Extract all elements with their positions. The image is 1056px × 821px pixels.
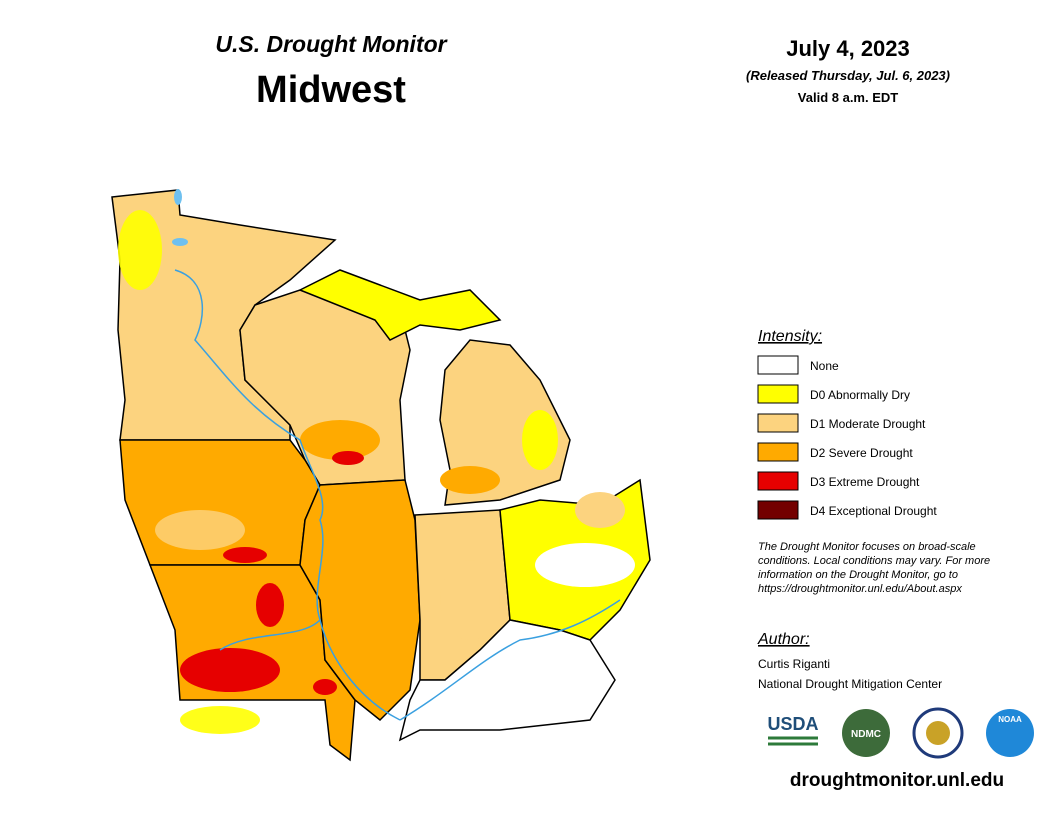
d2-area: [300, 420, 380, 460]
valid: Valid 8 a.m. EDT: [798, 90, 898, 105]
d3-area: [223, 547, 267, 563]
legend-heading: Intensity:: [758, 328, 822, 345]
noaa-text: NOAA: [998, 715, 1022, 724]
legend-label: D0 Abnormally Dry: [810, 388, 910, 402]
legend-label: None: [810, 359, 839, 373]
author-heading: Author:: [757, 631, 810, 648]
date: July 4, 2023: [786, 36, 910, 61]
d2-area: [440, 466, 500, 494]
d3-area: [313, 679, 337, 695]
title: U.S. Drought Monitor: [215, 31, 447, 57]
d3-area: [256, 583, 284, 627]
legend: None D0 Abnormally Dry D1 Moderate Drought…: [757, 355, 937, 520]
legend-swatch: [757, 384, 799, 404]
d3-area: [332, 451, 364, 465]
legend-swatch: [757, 471, 799, 491]
logos: USDA NDMC NOAA: [767, 707, 1034, 759]
note-line: https://droughtmonitor.unl.edu/About.asp…: [758, 583, 962, 595]
legend-label: D2 Severe Drought: [810, 446, 913, 460]
lake: [172, 238, 188, 246]
d1-area: [440, 560, 500, 640]
ohio-river: [399, 599, 621, 721]
d0-area: [118, 210, 162, 290]
rivers: [174, 269, 621, 721]
d1-area: [155, 510, 245, 550]
legend-label: D1 Moderate Drought: [810, 417, 926, 431]
lakes: [172, 189, 188, 246]
michigan-up: [298, 269, 502, 341]
author-name: Curtis Riganti: [758, 657, 830, 671]
released: (Released Thursday, Jul. 6, 2023): [746, 68, 950, 83]
doc-seal: [926, 721, 950, 745]
region: Midwest: [256, 69, 406, 111]
legend-swatch: [757, 355, 799, 375]
usda-stripes: [768, 736, 818, 746]
d0-area: [180, 706, 260, 734]
ndmc-logo: [842, 709, 890, 757]
usda-logo: USDA: [767, 714, 818, 734]
mississippi: [174, 269, 401, 721]
legend-swatch: [757, 500, 799, 520]
lake: [174, 189, 182, 205]
legend-swatch: [757, 442, 799, 462]
legend-label: D4 Exceptional Drought: [810, 504, 937, 518]
note-line: information on the Drought Monitor, go t…: [758, 569, 958, 581]
kentucky: [398, 619, 616, 742]
url: droughtmonitor.unl.edu: [790, 770, 1004, 791]
drought-areas: [118, 210, 635, 734]
author-org: National Drought Mitigation Center: [758, 677, 942, 691]
note: The Drought Monitor focuses on broad-sca…: [758, 541, 990, 595]
noaa-logo: [986, 709, 1034, 757]
note-line: conditions. Local conditions may vary. F…: [758, 555, 990, 567]
d1-area: [575, 492, 625, 528]
ndmc-text: NDMC: [851, 729, 881, 740]
d0-area: [522, 410, 558, 470]
legend-swatch: [757, 413, 799, 433]
note-line: The Drought Monitor focuses on broad-sca…: [758, 541, 976, 553]
d3-area: [180, 648, 280, 692]
none-area: [535, 543, 635, 587]
legend-label: D3 Extreme Drought: [810, 475, 920, 489]
